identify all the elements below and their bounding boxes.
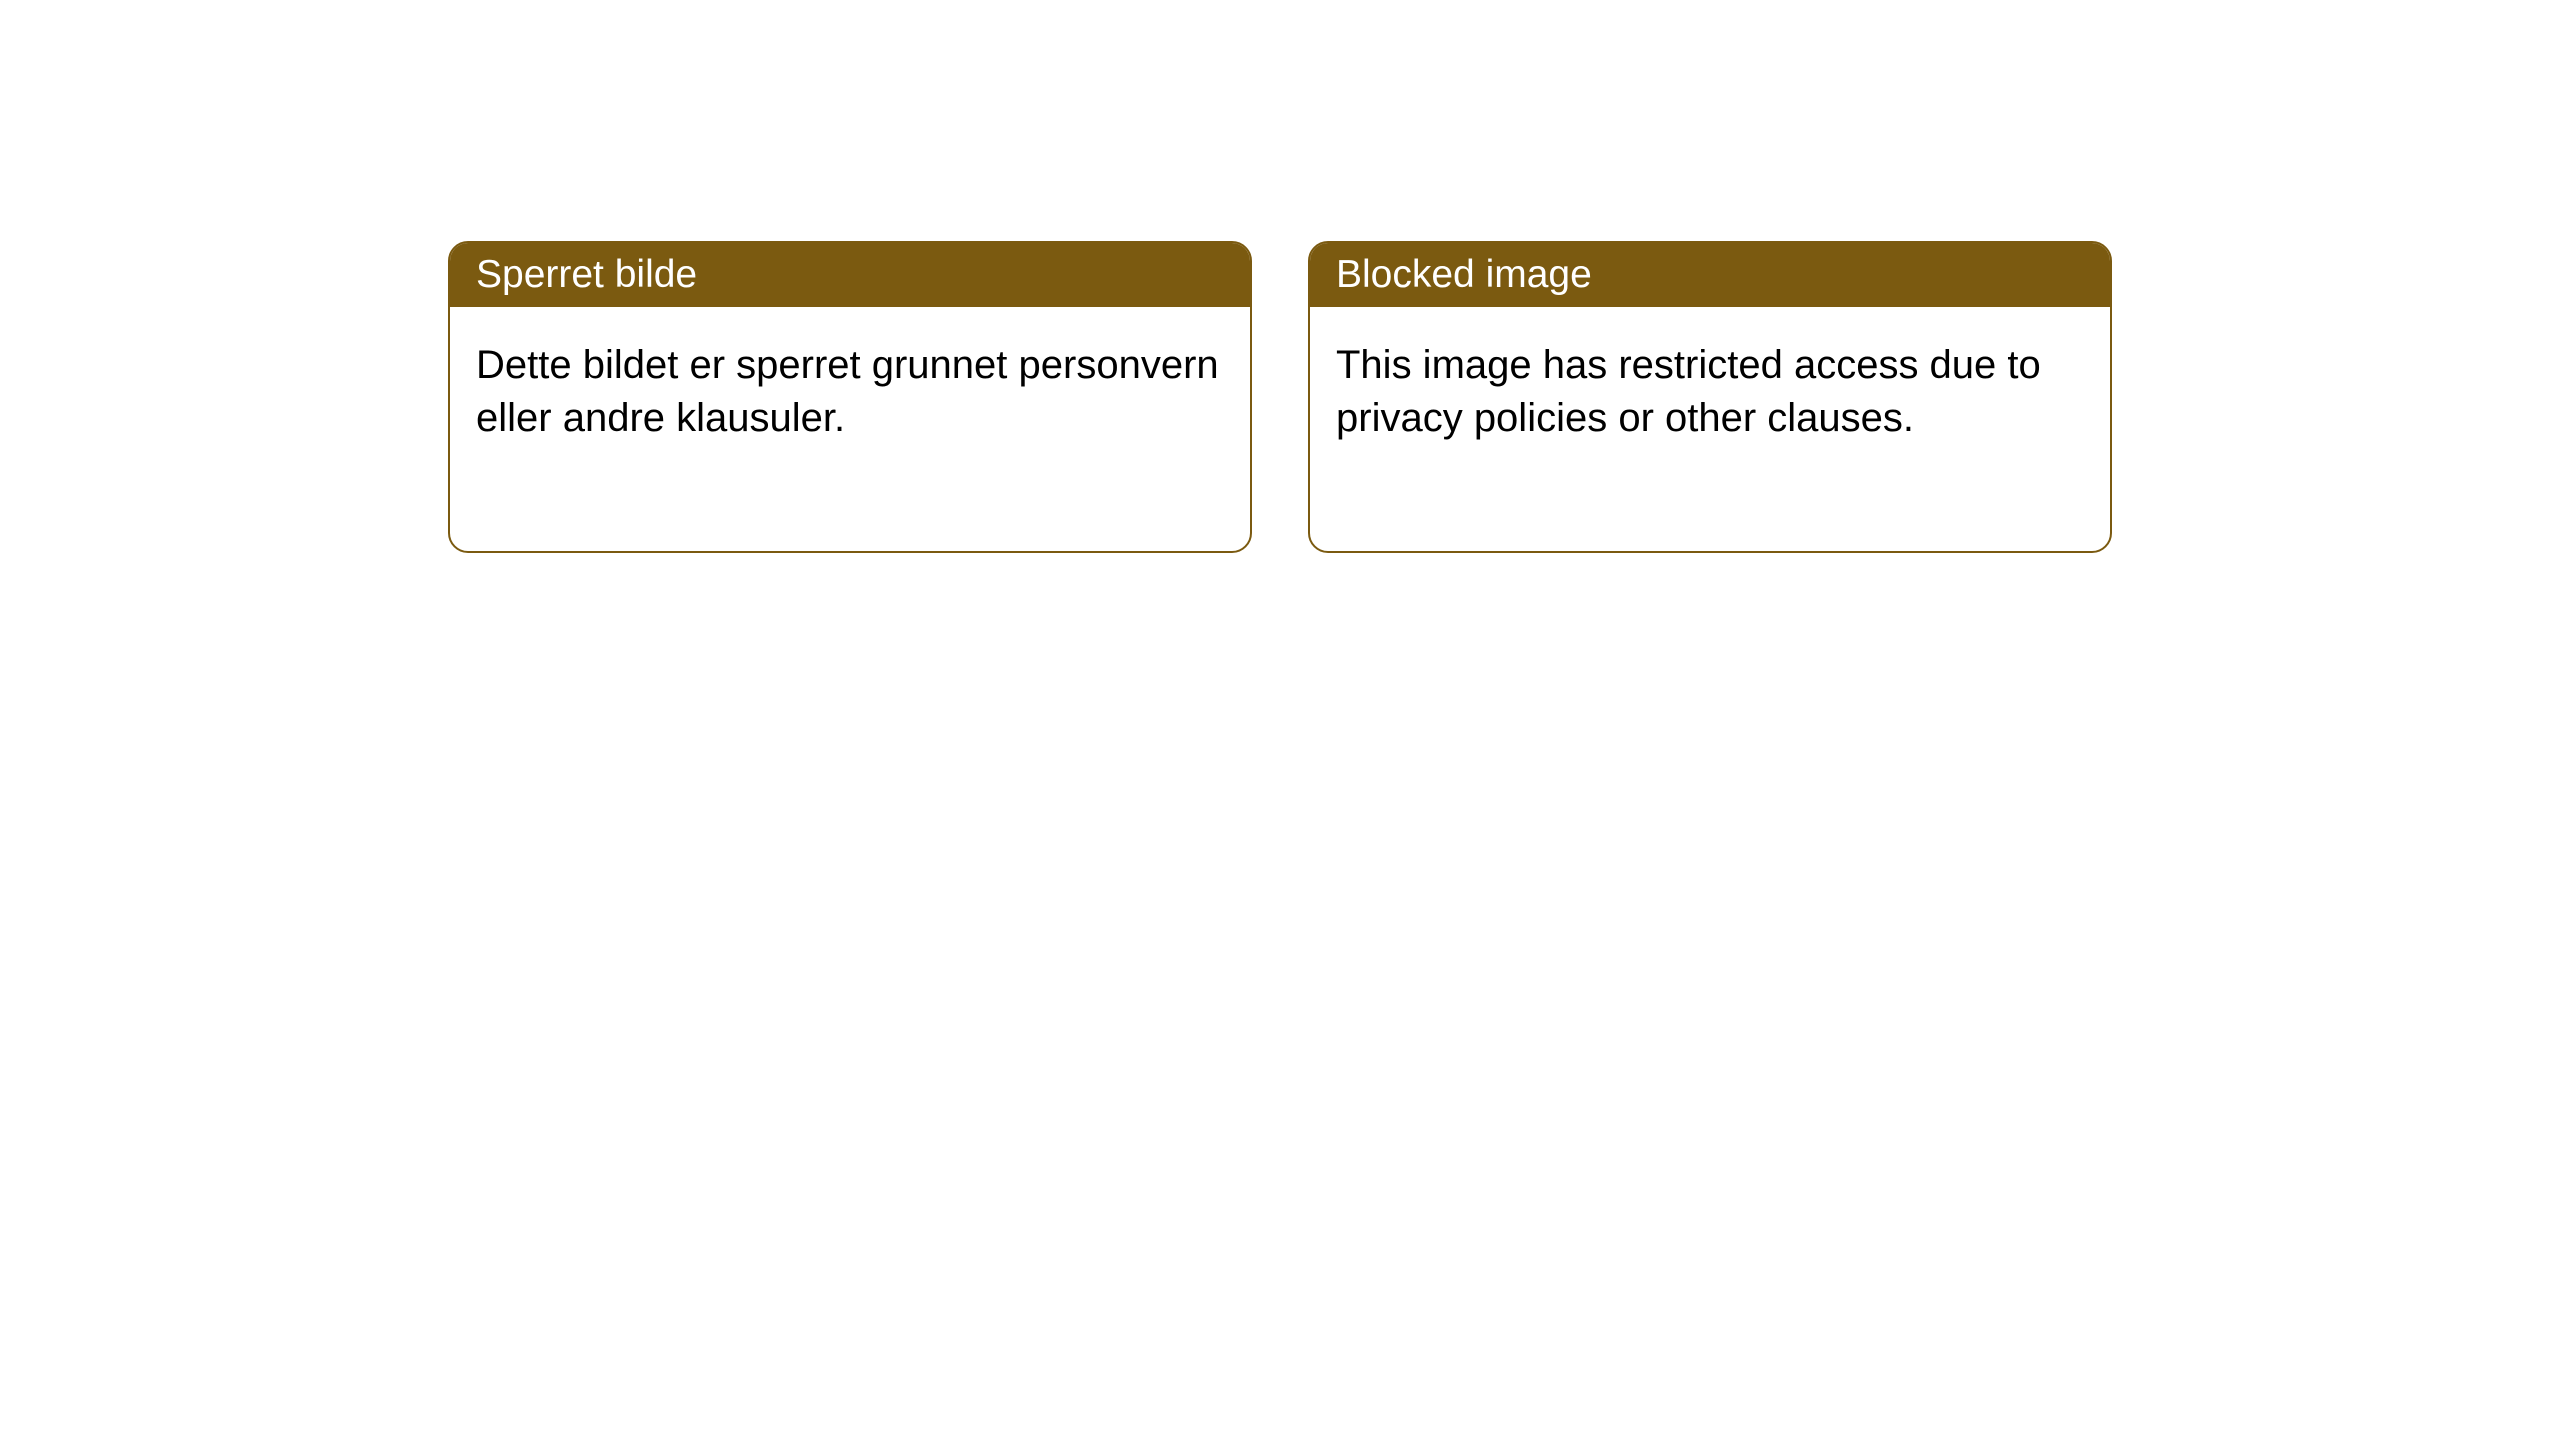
notice-body: This image has restricted access due to …	[1310, 307, 2110, 551]
notice-header: Sperret bilde	[450, 243, 1250, 307]
notice-body: Dette bildet er sperret grunnet personve…	[450, 307, 1250, 551]
notice-header: Blocked image	[1310, 243, 2110, 307]
notice-container: Sperret bilde Dette bildet er sperret gr…	[448, 241, 2112, 553]
notice-card-english: Blocked image This image has restricted …	[1308, 241, 2112, 553]
notice-card-norwegian: Sperret bilde Dette bildet er sperret gr…	[448, 241, 1252, 553]
